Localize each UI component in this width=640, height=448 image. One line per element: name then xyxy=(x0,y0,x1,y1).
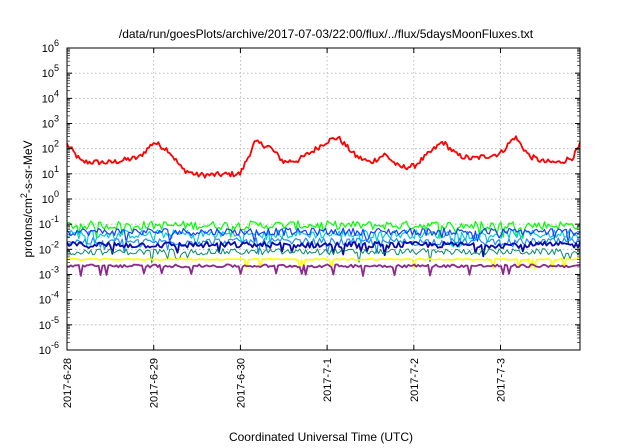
y-tick-label: 106 xyxy=(42,38,59,55)
y-tick-label: 10-3 xyxy=(39,265,59,282)
x-tick-label: 2017-6-30 xyxy=(235,358,247,408)
y-axis-label: protons/cm2-s-sr-MeV xyxy=(19,140,35,257)
series-line-5 xyxy=(66,237,581,255)
y-ticks: 10-6 10-5 10-4 10-3 10-2 10-1 100 101 102 103 104 1… xyxy=(39,38,580,357)
series-layer xyxy=(66,135,581,277)
chart-title: /data/run/goesPlots/archive/2017-07-03/2… xyxy=(119,27,534,41)
y-tick-label: 10-6 xyxy=(39,340,59,357)
y-tick-label: 10-2 xyxy=(39,239,59,256)
y-tick-label: 102 xyxy=(42,139,59,156)
x-tick-label: 2017-6-28 xyxy=(62,358,74,408)
x-tick-label: 2017-7-3 xyxy=(496,358,508,402)
series-line-1 xyxy=(66,135,581,179)
grid xyxy=(66,47,580,351)
y-tick-label: 104 xyxy=(42,88,59,105)
y-tick-label: 101 xyxy=(42,164,59,181)
series-line-4 xyxy=(66,227,581,245)
y-tick-label: 10-4 xyxy=(39,290,59,307)
x-axis-label: Coordinated Universal Time (UTC) xyxy=(229,430,413,444)
series-line-8 xyxy=(66,257,581,270)
y-tick-label: 10-1 xyxy=(39,214,59,231)
series-line-7 xyxy=(66,248,581,264)
y-tick-label: 10-5 xyxy=(39,315,59,332)
y-axis-label-prefix: protons/cm xyxy=(21,198,35,257)
y-axis-label-suffix: -s-sr-MeV xyxy=(21,140,35,193)
series-line-9 xyxy=(66,263,581,277)
x-tick-label: 2017-7-2 xyxy=(409,358,421,402)
y-axis-label-sup: 2 xyxy=(19,193,29,198)
y-tick-label: 100 xyxy=(42,189,59,206)
x-tick-label: 2017-6-29 xyxy=(149,358,161,408)
x-ticks: 2017-6-28 2017-6-29 2017-6-30 2017-7-1 2017-… xyxy=(62,48,508,408)
series-line-3 xyxy=(66,229,581,248)
x-tick-label: 2017-7-1 xyxy=(322,358,334,402)
series-line-2 xyxy=(66,220,581,239)
series-line-6 xyxy=(66,240,581,258)
y-tick-label: 103 xyxy=(42,114,59,131)
y-tick-label: 105 xyxy=(42,63,59,80)
